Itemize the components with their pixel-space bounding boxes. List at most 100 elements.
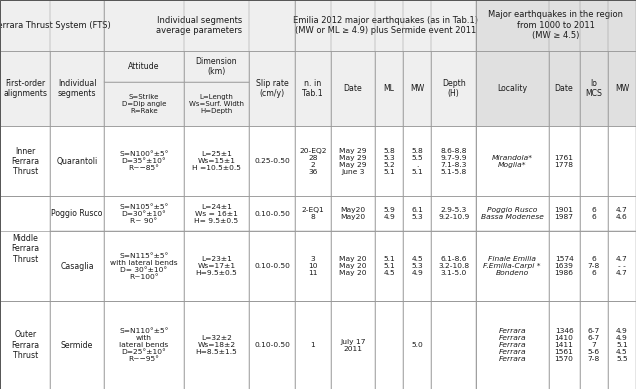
Bar (0, 126, 50, 196)
Bar (295, 51, 331, 126)
Bar (104, 0, 295, 51)
Bar (476, 51, 548, 126)
Bar (375, 196, 403, 231)
Bar (249, 126, 295, 196)
Text: S=N110°±5°
with
lateral bends
D=25°±10°
R~−95°: S=N110°±5° with lateral bends D=25°±10° … (119, 328, 169, 362)
Text: 2-EQ1
8: 2-EQ1 8 (301, 207, 324, 221)
Text: 1346
1410
1411
1561
1570: 1346 1410 1411 1561 1570 (555, 328, 574, 362)
Bar (295, 196, 331, 231)
Bar (431, 301, 476, 389)
Bar (476, 0, 636, 51)
Text: L=Length
Ws=Surf. Width
H=Depth: L=Length Ws=Surf. Width H=Depth (189, 95, 244, 114)
Text: Date: Date (555, 84, 574, 93)
Text: Locality: Locality (497, 84, 527, 93)
Text: Quarantoli: Quarantoli (57, 157, 98, 166)
Bar (0, 0, 104, 51)
Bar (403, 231, 431, 301)
Text: 4.7
4.6: 4.7 4.6 (616, 207, 628, 221)
Text: 0.10-0.50: 0.10-0.50 (254, 342, 290, 348)
Text: Major earthquakes in the region
from 1000 to 2011
(MW ≥ 4.5): Major earthquakes in the region from 100… (488, 11, 623, 40)
Text: n. in
Tab.1: n. in Tab.1 (303, 79, 323, 98)
Text: Finale Emilia
F.Emilia-Carpi *
Bondeno: Finale Emilia F.Emilia-Carpi * Bondeno (483, 256, 541, 277)
Text: 5.0: 5.0 (411, 342, 423, 348)
Bar (295, 301, 331, 389)
Text: 4.7
- -
4.7: 4.7 - - 4.7 (616, 256, 628, 277)
Text: 1761
1778: 1761 1778 (555, 155, 574, 168)
Bar (431, 51, 476, 126)
Text: S=Strike
D=Dip angle
R=Rake: S=Strike D=Dip angle R=Rake (121, 95, 166, 114)
Text: Inner
Ferrara
Thrust: Inner Ferrara Thrust (11, 147, 39, 176)
Bar (375, 51, 403, 126)
Bar (50, 196, 104, 231)
Text: 1: 1 (310, 342, 315, 348)
Bar (476, 126, 548, 196)
Bar (331, 231, 375, 301)
Bar (184, 51, 249, 82)
Text: 5.1
5.1
4.5: 5.1 5.1 4.5 (384, 256, 395, 277)
Bar (548, 196, 579, 231)
Bar (375, 231, 403, 301)
Bar (579, 196, 608, 231)
Text: S=N100°±5°
D=35°±10°
R~−85°: S=N100°±5° D=35°±10° R~−85° (119, 151, 169, 172)
Text: 4.9
4.9
5.1
4.5
5.5: 4.9 4.9 5.1 4.5 5.5 (616, 328, 628, 362)
Text: May20
May20: May20 May20 (340, 207, 366, 221)
Bar (403, 196, 431, 231)
Bar (331, 196, 375, 231)
Text: 0.25-0.50: 0.25-0.50 (254, 158, 290, 165)
Bar (608, 231, 636, 301)
Bar (184, 126, 249, 196)
Bar (184, 82, 249, 126)
Text: L=24±1
Ws = 16±1
H= 9.5±0.5: L=24±1 Ws = 16±1 H= 9.5±0.5 (195, 204, 238, 224)
Text: Individual
segments: Individual segments (58, 79, 96, 98)
Text: 5.8
5.5
.
5.1: 5.8 5.5 . 5.1 (411, 148, 423, 175)
Bar (104, 301, 184, 389)
Text: 6.1
5.3: 6.1 5.3 (411, 207, 424, 221)
Bar (431, 196, 476, 231)
Text: Depth
(H): Depth (H) (442, 79, 466, 98)
Bar (0, 231, 50, 301)
Bar (50, 51, 104, 126)
Bar (548, 51, 579, 126)
Bar (431, 126, 476, 196)
Bar (104, 231, 184, 301)
Bar (608, 126, 636, 196)
Text: Dimension
(km): Dimension (km) (196, 57, 237, 76)
Text: Outer
Ferrara
Thrust: Outer Ferrara Thrust (11, 330, 39, 360)
Text: Io
MCS: Io MCS (585, 79, 602, 98)
Text: MW: MW (615, 84, 629, 93)
Bar (375, 126, 403, 196)
Bar (548, 301, 579, 389)
Text: ML: ML (384, 84, 394, 93)
Bar (0, 51, 50, 126)
Bar (104, 196, 184, 231)
Text: 8.6-8.8
9.7-9.9
7.1-8.3
5.1-5.8: 8.6-8.8 9.7-9.9 7.1-8.3 5.1-5.8 (440, 148, 467, 175)
Bar (608, 196, 636, 231)
Bar (184, 196, 249, 231)
Bar (50, 126, 104, 196)
Bar (403, 126, 431, 196)
Text: Individual segments
average parameters: Individual segments average parameters (156, 16, 242, 35)
Bar (0, 301, 50, 389)
Bar (608, 301, 636, 389)
Text: L=23±1
Ws=17±1
H=9.5±0.5: L=23±1 Ws=17±1 H=9.5±0.5 (196, 256, 237, 277)
Bar (331, 301, 375, 389)
Text: S=N115°±5°
with lateral bends
D= 30°±10°
R~100°: S=N115°±5° with lateral bends D= 30°±10°… (110, 253, 177, 280)
Bar (548, 126, 579, 196)
Bar (295, 0, 476, 51)
Text: Casaglia: Casaglia (60, 262, 94, 271)
Bar (249, 196, 295, 231)
Bar (579, 301, 608, 389)
Bar (476, 301, 548, 389)
Bar (331, 126, 375, 196)
Text: 5.8
5.3
5.2
5.1: 5.8 5.3 5.2 5.1 (384, 148, 395, 175)
Bar (249, 301, 295, 389)
Bar (184, 301, 249, 389)
Text: 6
6: 6 6 (591, 207, 596, 221)
Bar (403, 51, 431, 126)
Bar (579, 51, 608, 126)
Bar (579, 126, 608, 196)
Text: 5.9
4.9: 5.9 4.9 (384, 207, 395, 221)
Text: Attitude: Attitude (128, 62, 160, 71)
Bar (431, 231, 476, 301)
Bar (295, 231, 331, 301)
